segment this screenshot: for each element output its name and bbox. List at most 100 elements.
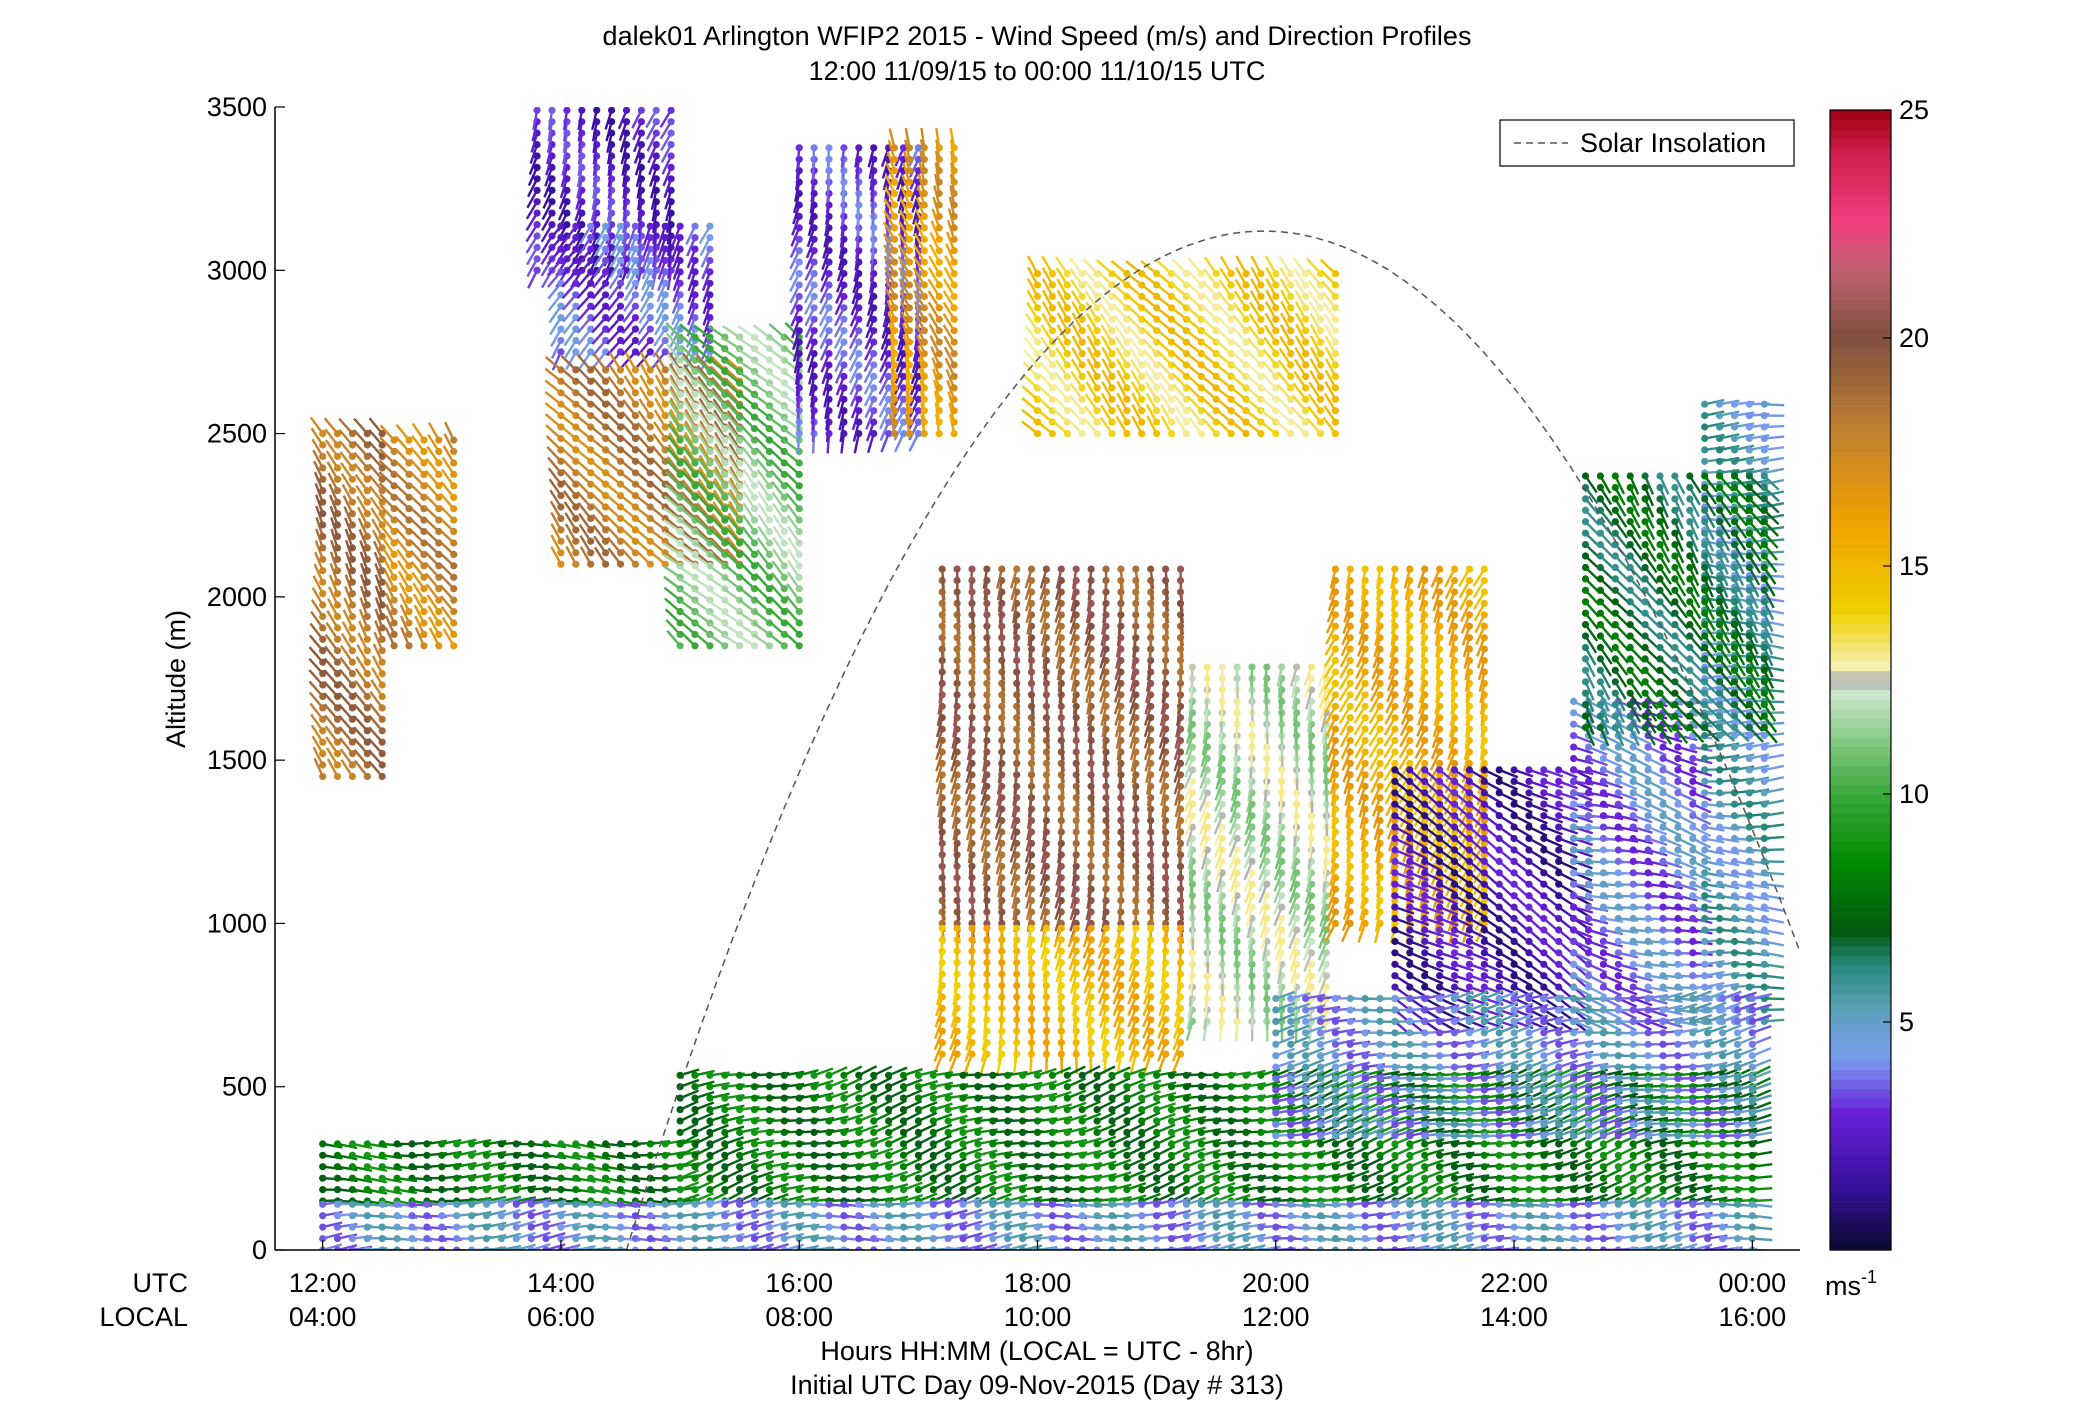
wind-barb-dot xyxy=(951,339,958,346)
wind-barb-dot xyxy=(766,539,773,546)
wind-barb-dot xyxy=(587,526,594,533)
wind-barb-dot xyxy=(936,201,943,208)
wind-barb-dot xyxy=(891,259,898,266)
wind-barb-dot xyxy=(391,597,398,604)
wind-barb-dot xyxy=(891,201,898,208)
wind-barb-dot xyxy=(334,579,341,586)
wind-barb-dot xyxy=(781,539,788,546)
wind-barb-dot xyxy=(951,259,958,266)
wind-barb-dot xyxy=(420,597,427,604)
wind-barb-dot xyxy=(334,476,341,483)
wind-barb-dot xyxy=(855,384,862,391)
wind-barb-dot xyxy=(602,291,609,298)
wind-barb-dot xyxy=(379,579,386,586)
wind-barb-dot xyxy=(751,482,758,489)
wind-barb-dot xyxy=(677,391,684,398)
wind-barb-dot xyxy=(891,213,898,220)
wind-barb-dot xyxy=(691,234,698,241)
wind-barb-dot xyxy=(706,223,713,230)
wind-barb-dot xyxy=(936,236,943,243)
wind-barb-dot xyxy=(405,619,412,626)
wind-barb-dot xyxy=(602,280,609,287)
wind-barb-dot xyxy=(936,270,943,277)
wind-barb-dot xyxy=(632,561,639,568)
wind-barb-dot xyxy=(811,293,818,300)
wind-barb-dot xyxy=(420,448,427,455)
wind-barb-dot xyxy=(391,631,398,638)
wind-barb-dot xyxy=(334,750,341,757)
wind-barb-dot xyxy=(781,517,788,524)
wind-barb-dot xyxy=(721,482,728,489)
wind-barb-dot xyxy=(647,423,654,430)
wind-barb-dot xyxy=(855,316,862,323)
wind-barb-dot xyxy=(891,361,898,368)
wind-barb-dot xyxy=(617,303,624,310)
wind-barb-dot xyxy=(736,448,743,455)
wind-barb-dot xyxy=(796,259,803,266)
wind-barb-dot xyxy=(936,373,943,380)
wind-barb-dot xyxy=(781,574,788,581)
wind-barb-dot xyxy=(319,567,326,574)
wind-barb-dot xyxy=(906,293,913,300)
wind-barb-dot xyxy=(349,659,356,666)
wind-barb-dot xyxy=(334,453,341,460)
wind-barb-dot xyxy=(617,378,624,385)
wind-barb-dot xyxy=(647,348,654,355)
wind-barb-dot xyxy=(921,247,928,254)
wind-barb-dot xyxy=(951,384,958,391)
wind-barb-dot xyxy=(349,647,356,654)
wind-barb-dot xyxy=(319,476,326,483)
wind-barb-dot xyxy=(891,167,898,174)
wind-barb-dot xyxy=(1013,566,1020,573)
wind-barb-dot xyxy=(840,350,847,357)
wind-barb-dot xyxy=(391,585,398,592)
wind-barb xyxy=(951,128,958,151)
wind-barb-dot xyxy=(891,430,898,437)
wind-barb-dot xyxy=(405,585,412,592)
wind-barb-dot xyxy=(706,642,713,649)
wind-barb-dot xyxy=(572,515,579,522)
wind-barb-dot xyxy=(632,223,639,230)
wind-barb-dot xyxy=(906,316,913,323)
wind-barb-dot xyxy=(349,499,356,506)
wind-barb-dot xyxy=(736,517,743,524)
wind-barb-dot xyxy=(647,412,654,419)
wind-barb-dot xyxy=(921,224,928,231)
wind-barb-dot xyxy=(951,293,958,300)
wind-barb-dot xyxy=(891,247,898,254)
wind-barb-dot xyxy=(557,348,564,355)
wind-barb-dot xyxy=(840,304,847,311)
wind-barb-dot xyxy=(450,471,457,478)
wind-barb-dot xyxy=(557,561,564,568)
wind-barb-dot xyxy=(951,316,958,323)
wind-barb-dot xyxy=(939,566,946,573)
wind-barb-dot xyxy=(364,521,371,528)
wind-barb-dot xyxy=(840,316,847,323)
wind-barb-dot xyxy=(906,304,913,311)
wind-barb-dot xyxy=(364,556,371,563)
wind-barb-dot xyxy=(349,544,356,551)
wind-barb-dot xyxy=(906,167,913,174)
wind-barb-dot xyxy=(706,448,713,455)
wind-barb-dot xyxy=(349,670,356,677)
wind-barb-dot xyxy=(364,773,371,780)
wind-barb-dot xyxy=(334,567,341,574)
wind-barb-dot xyxy=(677,414,684,421)
wind-barb-dot xyxy=(811,281,818,288)
wind-barb-dot xyxy=(796,517,803,524)
wind-barb-dot xyxy=(548,210,555,217)
wind-barb-dot xyxy=(662,303,669,310)
wind-barb-dot xyxy=(319,773,326,780)
wind-barb-dot xyxy=(691,425,698,432)
wind-barb-dot xyxy=(420,459,427,466)
wind-barb-dot xyxy=(891,396,898,403)
wind-barb-dot xyxy=(825,327,832,334)
wind-barb-dot xyxy=(617,223,624,230)
wind-barb-dot xyxy=(557,549,564,556)
wind-barb xyxy=(637,348,654,367)
wind-barb-dot xyxy=(647,291,654,298)
wind-barb-dot xyxy=(557,538,564,545)
wind-barb-dot xyxy=(364,670,371,677)
wind-barb-dot xyxy=(548,198,555,205)
wind-barb-dot xyxy=(936,156,943,163)
